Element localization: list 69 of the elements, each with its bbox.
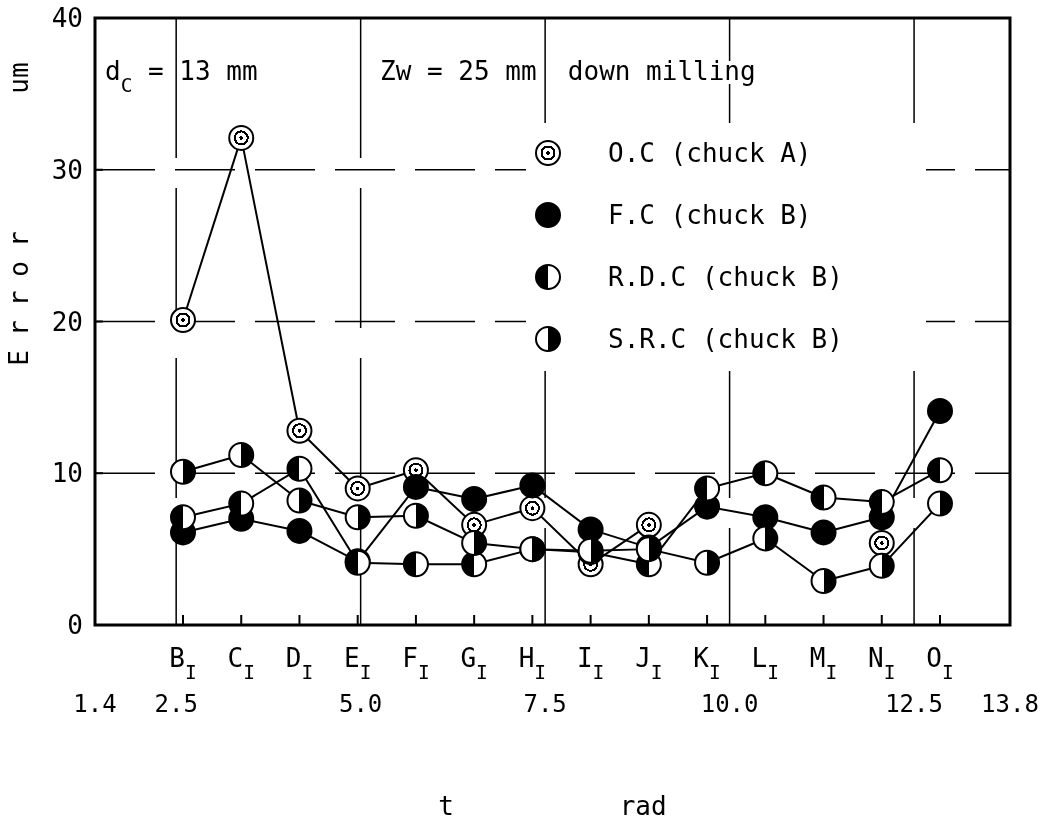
x-tick-label: F$_{I}$ <box>402 643 430 684</box>
point <box>461 530 488 557</box>
point <box>170 504 196 531</box>
point <box>286 455 313 482</box>
x-tick-label: M$_{I}$ <box>809 643 838 684</box>
point <box>461 486 488 513</box>
point <box>228 124 255 151</box>
point <box>810 519 837 546</box>
point <box>810 567 837 594</box>
x-tick-label: O$_{I}$ <box>926 643 954 684</box>
point <box>752 460 779 487</box>
point <box>694 549 721 576</box>
y-tick-label: 10 <box>51 458 83 489</box>
point <box>344 475 371 502</box>
point <box>461 551 488 578</box>
point <box>752 504 779 531</box>
y-tick-label: 30 <box>51 154 83 185</box>
text: t rad <box>438 791 667 821</box>
point <box>344 504 371 531</box>
point <box>519 495 546 522</box>
point <box>286 517 313 544</box>
point <box>694 475 721 502</box>
x-tick-label: K$_{I}$ <box>693 643 721 684</box>
point <box>402 551 429 578</box>
x2-tick-label: 5.0 <box>338 690 383 718</box>
point <box>752 525 779 552</box>
legend-label: O.C (chuck A) <box>608 138 812 169</box>
point <box>170 306 196 333</box>
text: Error um <box>4 62 34 366</box>
x-tick-label: B$_{I}$ <box>169 643 197 684</box>
x-tick-label: E$_{I}$ <box>343 643 372 684</box>
point <box>519 472 546 499</box>
legend-label: F.C (chuck B) <box>608 200 812 231</box>
x2-tick-label: 7.5 <box>523 690 567 718</box>
legend-label: S.R.C (chuck B) <box>608 324 843 355</box>
y-tick-label: 0 <box>67 610 83 641</box>
x-tick-label: N$_{I}$ <box>868 643 896 684</box>
x-tick-label: D$_{I}$ <box>285 643 314 684</box>
x2-tick-label: 2.5 <box>154 690 198 718</box>
point <box>577 516 604 543</box>
x-tick-label: L$_{I}$ <box>751 643 780 684</box>
point <box>868 552 895 579</box>
y-tick-label: 40 <box>51 3 83 34</box>
point <box>286 417 313 444</box>
y-tick-label: 20 <box>51 306 83 337</box>
x-tick-label: H$_{I}$ <box>518 643 547 684</box>
x2-tick-label: 10.0 <box>700 690 759 718</box>
x-tick-label: G$_{I}$ <box>460 643 488 684</box>
x2-tick-label: 12.5 <box>885 690 943 718</box>
point <box>927 490 953 517</box>
point <box>402 502 429 529</box>
point <box>635 511 662 538</box>
point <box>170 458 196 485</box>
point <box>868 489 895 516</box>
annotation: d$_{C}$ = 13 mm <box>105 56 258 97</box>
x-tick-label: J$_{I}$ <box>635 643 663 684</box>
point <box>927 398 953 425</box>
legend-label: R.D.C (chuck B) <box>608 262 843 293</box>
x2-tick-label: 1.4 <box>73 690 117 718</box>
point <box>927 457 953 484</box>
x-tick-label: I$_{I}$ <box>576 643 605 684</box>
point <box>228 490 255 517</box>
point <box>228 442 255 469</box>
point <box>402 473 429 500</box>
x2-tick-label: 13.8 <box>981 690 1039 718</box>
point <box>286 487 313 514</box>
x-tick-label: C$_{I}$ <box>227 643 255 684</box>
point <box>868 530 895 557</box>
point <box>810 484 837 511</box>
